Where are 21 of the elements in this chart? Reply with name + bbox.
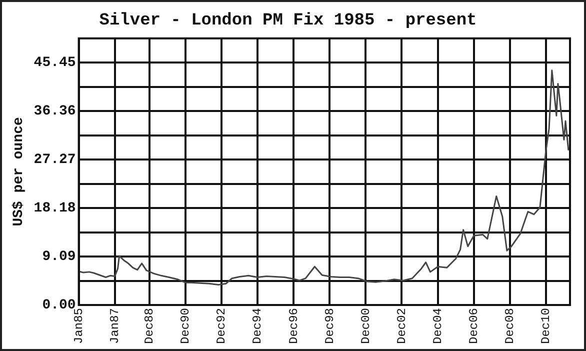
- x-tick-label: Dec88: [142, 308, 157, 344]
- x-tick-label: Dec02: [394, 308, 409, 344]
- y-tick-label: 36.36: [34, 104, 76, 120]
- x-tick-label: Jan87: [108, 308, 122, 344]
- x-tick-label: Dec10: [539, 308, 554, 344]
- y-tick-label: 18.18: [34, 200, 76, 217]
- x-tick-label: Dec92: [214, 308, 229, 344]
- y-axis-title: US$ per ounce: [10, 117, 27, 226]
- y-tick-label: 9.09: [42, 249, 76, 266]
- chart-title: Silver - London PM Fix 1985 - present: [99, 11, 477, 30]
- x-tick-label: Dec98: [322, 308, 337, 344]
- x-tick-label: Dec90: [178, 308, 193, 344]
- x-tick-label: Dec94: [250, 308, 265, 344]
- x-tick-label: Dec04: [430, 308, 445, 344]
- y-tick-label: 27.27: [34, 152, 76, 168]
- x-tick-label: Dec00: [358, 308, 373, 344]
- x-tick-label: Dec06: [467, 308, 482, 344]
- x-tick-label: Dec96: [286, 308, 301, 344]
- x-tick-label: Jan85: [72, 308, 86, 344]
- x-tick-label: Dec08: [503, 308, 518, 344]
- y-tick-label: 45.45: [34, 55, 76, 72]
